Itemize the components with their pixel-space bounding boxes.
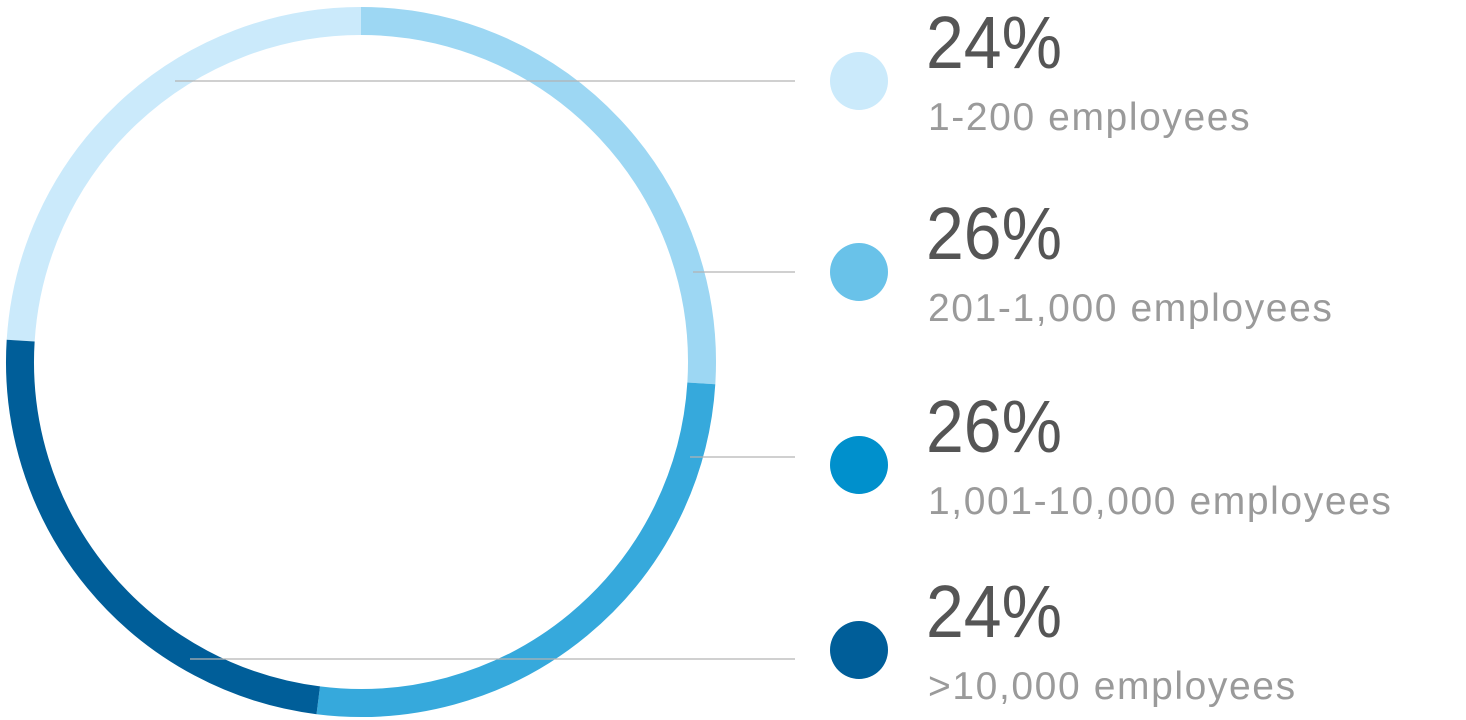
legend-label: 1,001-10,000 employees [928, 480, 1393, 523]
donut-segment [6, 339, 321, 715]
legend-dot [830, 243, 888, 301]
legend-dot [830, 52, 888, 110]
legend-label: 1-200 employees [928, 96, 1251, 139]
legend-label: >10,000 employees [928, 665, 1297, 708]
value-label: 26% [926, 192, 1062, 275]
value-label: 24% [926, 1, 1062, 84]
donut-segment [6, 7, 362, 342]
donut-ring [6, 7, 716, 717]
legend: 24% 1-200 employees 26% 201-1,000 employees… [830, 1, 1393, 708]
value-label: 24% [926, 570, 1062, 653]
leader-lines [175, 80, 795, 660]
legend-dot [830, 621, 888, 679]
donut-segment [360, 7, 716, 385]
value-label: 26% [926, 385, 1062, 468]
legend-label: 201-1,000 employees [928, 287, 1334, 330]
legend-dot [830, 436, 888, 494]
donut-segment [316, 382, 716, 717]
